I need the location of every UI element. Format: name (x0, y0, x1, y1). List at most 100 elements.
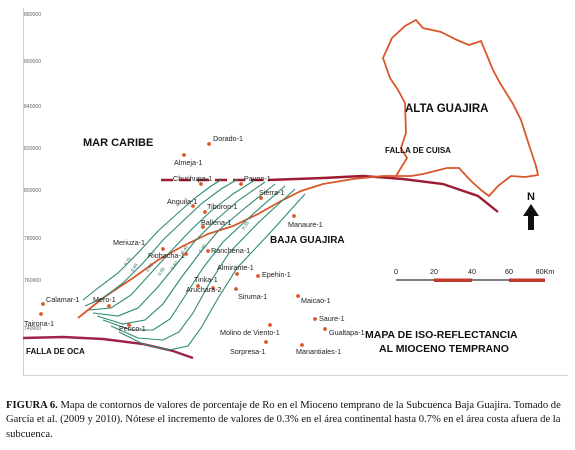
well-dot (184, 252, 188, 256)
well-dot (41, 302, 45, 306)
reflectance-map: 1880000 1860000 1840000 1820000 1800000 17800… (23, 8, 568, 376)
scale-bar: 0 20 40 60 80Km (394, 267, 554, 282)
well-dot (161, 247, 165, 251)
well-label: Ballena-1 (201, 218, 231, 227)
well-riohacha-1: Riohacha-1 (148, 251, 188, 260)
baja-guajira-label: BAJA GUAJIRA (270, 235, 345, 246)
y-tick-label: 1760000 (23, 278, 41, 284)
well-dot (239, 182, 243, 186)
falla-cuisa-label: FALLA DE CUISA (385, 146, 451, 155)
scale-label: 80Km (536, 267, 555, 276)
well-dot (207, 142, 211, 146)
y-tick-label: 1740000 (23, 326, 41, 332)
contour-label: 0.60 (145, 262, 154, 273)
well-tairona-1: Tairona-1 (24, 312, 54, 328)
y-tick-label: 1880000 (23, 12, 41, 18)
well-manantiales-1: Manantiales-1 (296, 343, 341, 356)
well-dot (296, 294, 300, 298)
well-anguila-1: Anguila-1 (167, 197, 197, 208)
contour-060 (88, 179, 256, 311)
well-dot (211, 286, 215, 290)
well-chuchupa-1: Chuchupa-1 (173, 174, 212, 186)
north-label: N (527, 191, 535, 203)
well-sorpresa-1: Sorpresa-1 (230, 340, 268, 356)
well-label: Gualtapa-1 (329, 328, 365, 337)
map-title-line2: AL MIOCENO TEMPRANO (379, 343, 509, 355)
well-dot (196, 284, 200, 288)
scale-segment-2 (509, 278, 545, 282)
contour-070 (82, 179, 222, 301)
contour-label: 0.40 (198, 243, 207, 254)
well-label: Perico-1 (119, 324, 146, 333)
y-tick-label: 1820000 (23, 146, 41, 152)
well-dot (127, 323, 131, 327)
well-rancheria-1: Rancheria-1 (206, 246, 250, 255)
well-label: Sierra-1 (259, 188, 285, 197)
well-tiburon-1: Tiburon-1 (203, 202, 238, 214)
wells: Dorado-1 Almeja-1 Chuchupa-1 Pavon-1 Sierra-… (24, 134, 365, 356)
well-dot (292, 214, 296, 218)
well-dot (191, 204, 195, 208)
well-dot (182, 153, 186, 157)
well-dot (201, 225, 205, 229)
well-label: Tiburon-1 (207, 202, 238, 211)
well-pavon-1: Pavon-1 (239, 174, 271, 186)
well-aruchara-2: Aruchara-2 (186, 285, 222, 294)
well-label: Anguila-1 (167, 197, 197, 206)
well-dot (199, 182, 203, 186)
well-dot (264, 340, 268, 344)
well-dot (256, 274, 260, 278)
well-label: Maicao-1 (301, 296, 331, 305)
well-dot (203, 210, 207, 214)
scale-label: 0 (394, 267, 398, 276)
well-label: Almeja-1 (174, 158, 202, 167)
well-dot (313, 317, 317, 321)
contour-label: 0.50 (170, 260, 179, 271)
contour-label: 0.70 (123, 256, 132, 267)
well-label: Sorpresa-1 (230, 347, 266, 356)
y-tick-label: 1780000 (23, 236, 41, 242)
well-dot (235, 272, 239, 276)
well-label: Riohacha-1 (148, 251, 185, 260)
well-dot (300, 343, 304, 347)
contour-055 (92, 181, 266, 317)
well-label: Rancheria-1 (211, 246, 250, 255)
alta-guajira-coastline (382, 18, 540, 198)
well-meriuza-1: Meriuza-1 (113, 238, 165, 251)
well-sierra-1: Sierra-1 (259, 188, 285, 200)
contour-045 (102, 185, 286, 331)
well-label: Dorado-1 (213, 134, 243, 143)
caption-label: FIGURA 6. (6, 400, 58, 411)
mar-caribe-label: MAR CARIBE (83, 137, 153, 149)
map-title-line1: MAPA DE ISO-REFLECTANCIA (365, 329, 518, 341)
figure-caption: FIGURA 6. Mapa de contornos de valores d… (6, 399, 569, 442)
well-tinka-1: Tinka-1 (194, 275, 218, 288)
well-molino-de-viento-1: Molino de Viento-1 (220, 323, 280, 337)
falla-cuisa-solid (267, 174, 499, 213)
well-label: Meriuza-1 (113, 238, 145, 247)
north-arrow-icon (523, 204, 539, 230)
well-label: Molino de Viento-1 (220, 328, 280, 337)
scale-segment-1 (434, 278, 472, 282)
well-manaure-1: Manaure-1 (288, 214, 323, 229)
scale-label: 20 (430, 267, 438, 276)
y-tick-label: 1860000 (23, 59, 41, 65)
well-dot (206, 249, 210, 253)
well-label: Siruma-1 (238, 292, 267, 301)
baja-guajira-coastline (77, 175, 396, 319)
y-axis-ticks: 1880000 1860000 1840000 1820000 1800000 17800… (23, 12, 41, 332)
contour-040 (110, 188, 296, 341)
y-tick-label: 1840000 (23, 104, 41, 110)
well-label: Calamar-1 (46, 295, 80, 304)
north-arrow: N (523, 191, 539, 230)
well-perico-1: Perico-1 (119, 323, 146, 333)
well-dot (39, 312, 43, 316)
well-dot (268, 323, 272, 327)
well-mero-1: Mero-1 (93, 295, 116, 308)
contour-label: 0.45 (180, 244, 189, 255)
scale-label: 40 (468, 267, 476, 276)
contour-label: 0.55 (157, 266, 166, 277)
contour-label: 0.65 (130, 262, 139, 273)
alta-guajira-label: ALTA GUAJIRA (405, 103, 488, 115)
